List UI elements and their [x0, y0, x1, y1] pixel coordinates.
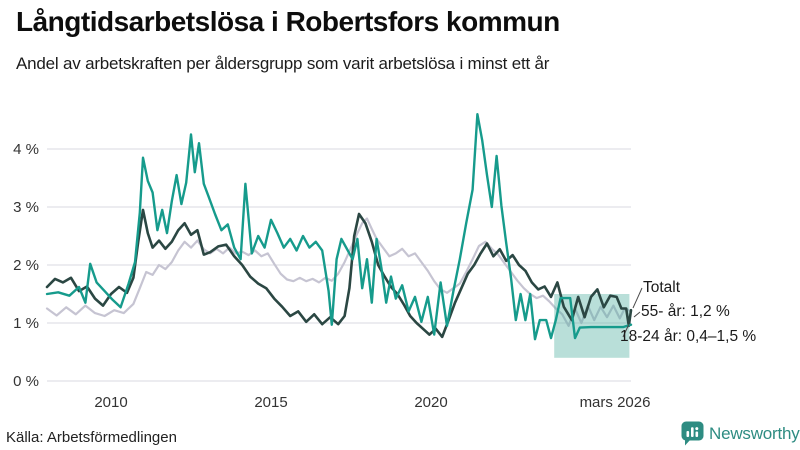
x-tick-label: 2010: [94, 394, 127, 411]
annotation-leader: [633, 311, 641, 318]
chart-subtitle: Andel av arbetskraften per åldersgrupp s…: [16, 54, 550, 73]
annotation-55-plus: 55- år: 1,2 %: [641, 303, 730, 320]
newsworthy-logo-icon: [681, 421, 704, 446]
annotation-18-24: 18-24 år: 0,4–1,5 %: [620, 328, 757, 345]
y-tick-label: 2 %: [13, 257, 39, 274]
series-line-totalt: [45, 208, 633, 339]
annotation-leader: [622, 323, 630, 338]
chart-title: Långtidsarbetslösa i Robertsfors kommun: [16, 6, 560, 37]
source-note: Källa: Arbetsförmedlingen: [6, 429, 177, 446]
x-tick-label: 2015: [254, 394, 287, 411]
series-line-55-ar: [45, 217, 633, 327]
x-tick-label: mars 2026: [580, 394, 651, 411]
y-tick-label: 3 %: [13, 199, 39, 216]
y-tick-label: 1 %: [13, 315, 39, 332]
x-tick-label: 2020: [414, 394, 447, 411]
annotation-leader: [632, 287, 643, 309]
y-tick-label: 4 %: [13, 141, 39, 158]
newsworthy-brand: Newsworthy: [681, 421, 800, 446]
y-tick-label: 0 %: [13, 373, 39, 390]
newsworthy-brand-text: Newsworthy: [709, 423, 800, 443]
series-line-18-24-ar: [45, 112, 633, 341]
annotation-totalt: Totalt: [643, 279, 681, 296]
